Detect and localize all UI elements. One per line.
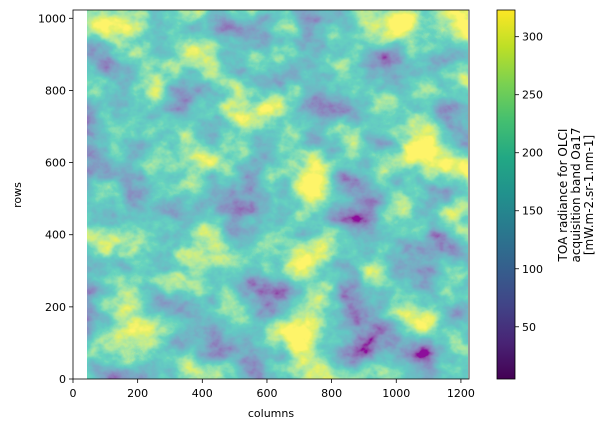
colorbar-label: acquisition band Oa17: [569, 128, 583, 263]
x-tick-label: 800: [321, 387, 342, 400]
colorbar-tick-label: 50: [522, 321, 536, 334]
colorbar: [496, 9, 516, 380]
y-axis-label: rows: [11, 182, 24, 208]
colorbar-tick-label: 100: [522, 263, 543, 276]
radiance-image: [87, 10, 468, 379]
colorbar-tick-label: 150: [522, 205, 543, 218]
x-tick-label: 1000: [382, 387, 410, 400]
x-tick-label: 400: [192, 387, 213, 400]
colorbar-label: [mW.m-2.sr-1.nm-1]: [582, 135, 596, 255]
x-tick-label: 0: [70, 387, 77, 400]
y-tick-label: 600: [45, 157, 66, 170]
y-tick-label: 800: [45, 84, 66, 97]
y-tick-label: 400: [45, 229, 66, 242]
colorbar-tick-label: 200: [522, 147, 543, 160]
y-tick-label: 0: [59, 373, 66, 386]
axes-frame: [72, 9, 470, 380]
y-tick-label: 200: [45, 301, 66, 314]
plot-area: [72, 9, 470, 380]
x-tick-label: 600: [256, 387, 277, 400]
colorbar-label: TOA radiance for OLCI: [556, 129, 570, 263]
x-axis-label: columns: [248, 407, 294, 420]
x-tick-label: 1200: [447, 387, 475, 400]
y-tick-label: 1000: [38, 12, 66, 25]
colorbar-tick-label: 250: [522, 89, 543, 102]
x-tick-label: 200: [127, 387, 148, 400]
colorbar-tick-label: 300: [522, 31, 543, 44]
